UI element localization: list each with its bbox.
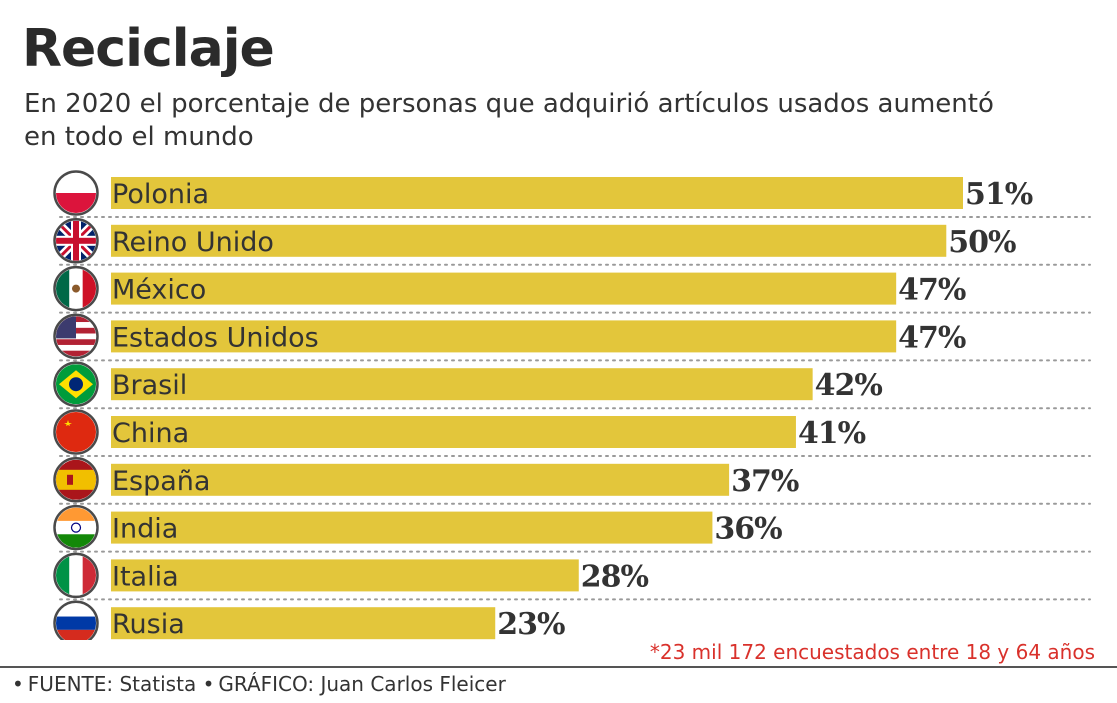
category-label: Brasil <box>112 370 187 401</box>
bar-chart: Polonia Reino Unido México Estados Unidos Br… <box>53 170 1091 640</box>
category-label: India <box>112 514 178 545</box>
bar-india <box>111 511 713 544</box>
russia-flag-icon <box>53 600 99 640</box>
value-label: 42% <box>815 368 883 403</box>
bar-brasil <box>111 368 813 401</box>
value-label: 50% <box>948 225 1016 260</box>
italy-flag-icon <box>53 552 99 599</box>
brazil-flag-icon <box>53 361 99 407</box>
value-label: 37% <box>731 464 799 499</box>
category-label: China <box>112 418 189 449</box>
value-label: 47% <box>898 273 966 308</box>
category-label: México <box>112 275 206 306</box>
footer-divider <box>0 666 1117 668</box>
flags <box>53 170 99 640</box>
value-label: 51% <box>965 177 1033 212</box>
category-label: Rusia <box>112 609 185 640</box>
uk-flag-icon <box>53 218 99 264</box>
poland-flag-icon <box>53 170 99 216</box>
category-labels: Polonia Reino Unido México Estados Unidos Br… <box>112 179 319 640</box>
spain-flag-icon <box>53 457 99 503</box>
bar-rusia <box>111 607 496 640</box>
bar-polonia <box>111 177 963 209</box>
chart-title: Reciclaje <box>22 19 275 79</box>
bar-italia <box>111 559 579 592</box>
category-label: España <box>112 466 210 497</box>
bar-reino-unido <box>111 224 947 257</box>
mexico-flag-icon <box>53 265 99 312</box>
category-label: Polonia <box>112 179 209 210</box>
value-label: 47% <box>898 320 966 355</box>
category-label: Italia <box>112 561 179 592</box>
bullet: • <box>12 672 24 696</box>
india-flag-icon <box>53 504 99 551</box>
category-label: Reino Unido <box>112 227 274 258</box>
source-credit: FUENTE: Statista <box>27 672 197 696</box>
value-label: 36% <box>714 512 782 547</box>
china-flag-icon <box>53 409 99 455</box>
value-label: 28% <box>581 559 649 594</box>
usa-flag-icon <box>53 313 99 360</box>
bar-estados-unidos <box>111 320 897 353</box>
bars <box>111 177 963 640</box>
bar-china <box>111 416 796 448</box>
chart-subtitle: En 2020 el porcentaje de personas que ad… <box>24 89 994 152</box>
bullet: • <box>202 672 215 696</box>
bar-españa <box>111 463 730 496</box>
category-label: Estados Unidos <box>112 322 319 353</box>
value-label: 41% <box>798 416 866 451</box>
graphic-credit: GRÁFICO: Juan Carlos Fleicer <box>218 672 506 696</box>
survey-footnote: *23 mil 172 encuestados entre 18 y 64 añ… <box>649 640 1095 664</box>
value-labels: 51% 50% 47% 47% 42% 41% 37% 36% 28% 23% <box>497 177 1034 640</box>
value-label: 23% <box>497 607 565 640</box>
credits: • FUENTE: Statista • GRÁFICO: Juan Carlos … <box>12 672 506 696</box>
bar-méxico <box>111 272 897 305</box>
